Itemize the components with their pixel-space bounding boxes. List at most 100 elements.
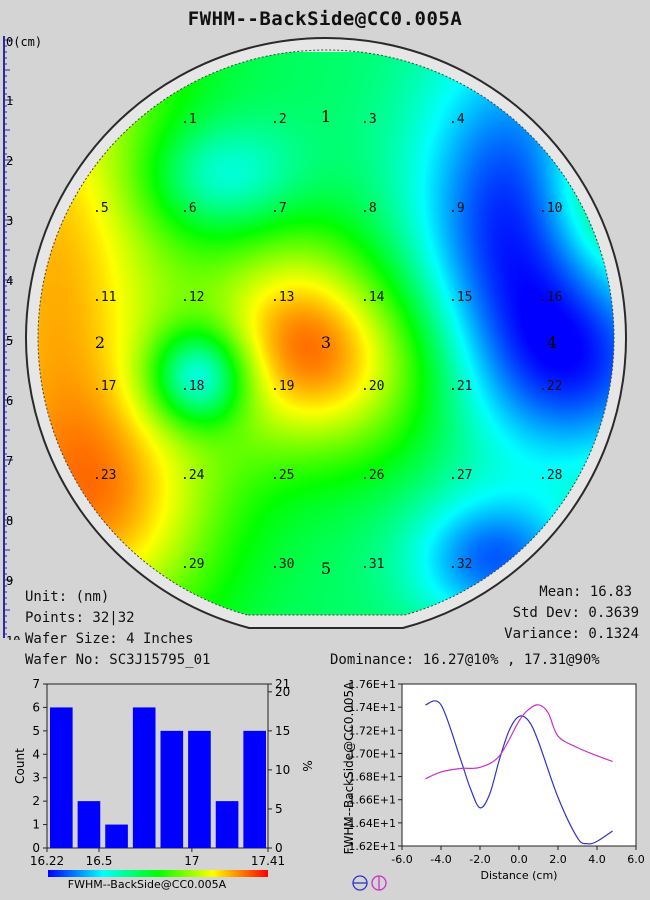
variance-label: Variance: 0.1324 bbox=[504, 626, 639, 642]
x-tick-label: 6.0 bbox=[627, 853, 645, 866]
zone-labels: 1 2 3 4 5 bbox=[95, 107, 557, 578]
histogram-bar bbox=[105, 824, 128, 848]
x-tick-label: 2.0 bbox=[549, 853, 567, 866]
site-label: .26 bbox=[361, 468, 384, 483]
heatmap-image bbox=[37, 52, 615, 616]
zone-label: 5 bbox=[321, 559, 331, 578]
zone-label: 3 bbox=[321, 333, 331, 352]
y-tick-label: 1.70E+1 bbox=[348, 747, 396, 760]
site-label: .2 bbox=[271, 112, 287, 127]
x-tick-label: 0.0 bbox=[510, 853, 528, 866]
profile-line-vertical bbox=[425, 704, 613, 780]
profile-line-horizontal bbox=[425, 700, 613, 845]
site-label: .12 bbox=[181, 290, 204, 305]
y-tick-label: 1.62E+1 bbox=[348, 840, 396, 853]
zone-label: 4 bbox=[547, 333, 557, 352]
profile-direction-icons bbox=[352, 875, 387, 891]
mean-label: Mean: 16.83 bbox=[539, 584, 632, 600]
x-tick-label: 16.22 bbox=[30, 854, 64, 868]
site-label: .17 bbox=[93, 379, 116, 394]
ruler-label: 5 bbox=[6, 334, 13, 348]
y2-tick-label: 5 bbox=[275, 802, 283, 816]
site-label: .8 bbox=[361, 201, 377, 216]
x-tick-label: 4.0 bbox=[588, 853, 606, 866]
ruler-label: 1 bbox=[6, 94, 13, 108]
zone-label: 1 bbox=[321, 107, 331, 126]
colorbar-label: FWHM--BackSide@CC0.005A bbox=[68, 878, 227, 891]
site-label: .15 bbox=[449, 290, 472, 305]
y2-tick-label: 20 bbox=[275, 685, 290, 699]
site-label: .31 bbox=[361, 557, 384, 572]
site-label: .21 bbox=[449, 379, 472, 394]
line-profile-plot: 1.62E+1 1.64E+1 1.66E+1 1.68E+1 1.70E+1 1.72E… bbox=[342, 678, 645, 891]
y-tick-label: 1.76E+1 bbox=[348, 678, 396, 691]
dominance-label: Dominance: 16.27@10% , 17.31@90% bbox=[330, 652, 600, 668]
zone-label: 2 bbox=[95, 333, 105, 352]
site-label: .16 bbox=[539, 290, 562, 305]
x-tick-label: 16.5 bbox=[86, 854, 113, 868]
y2-axis-label: % bbox=[300, 760, 314, 771]
wafer-map: 0(cm)12345678910 .1.2.3.4.5.6.7.8.9.10.1… bbox=[3, 35, 627, 640]
site-label: .5 bbox=[93, 201, 109, 216]
ruler-label: 7 bbox=[6, 454, 13, 468]
y-tick-label: 1 bbox=[32, 818, 40, 832]
site-label: .19 bbox=[271, 379, 294, 394]
unit-label: Unit: (nm) bbox=[25, 589, 110, 605]
histogram-bar bbox=[188, 730, 211, 848]
site-label: .9 bbox=[449, 201, 465, 216]
x-tick-label: 17.41 bbox=[251, 854, 285, 868]
y-tick-label: 0 bbox=[32, 841, 40, 855]
y-tick-label: 1.64E+1 bbox=[348, 817, 396, 830]
y-tick-label: 1.72E+1 bbox=[348, 724, 396, 737]
site-label: .22 bbox=[539, 379, 562, 394]
site-label: .14 bbox=[361, 290, 385, 305]
wafer-size-label: Wafer Size: 4 Inches bbox=[25, 631, 194, 647]
site-label: .10 bbox=[539, 201, 562, 216]
site-label: .30 bbox=[271, 557, 294, 572]
x-tick-label: -4.0 bbox=[430, 853, 451, 866]
y-axis-label: Count bbox=[13, 748, 27, 784]
y-axis-label: FWHM--BackSide@CC0.005A bbox=[342, 681, 356, 855]
site-label: .20 bbox=[361, 379, 384, 394]
histogram-bar bbox=[243, 730, 266, 848]
site-label: .27 bbox=[449, 468, 472, 483]
histogram-bar bbox=[50, 707, 73, 848]
y-tick-label: 1.68E+1 bbox=[348, 771, 396, 784]
ruler-label: 8 bbox=[6, 514, 13, 528]
y2-tick-label: 0 bbox=[275, 841, 283, 855]
plot-frame bbox=[401, 683, 637, 847]
histogram-bar bbox=[215, 801, 239, 848]
site-label: .28 bbox=[539, 468, 562, 483]
y2-tick-label: 15 bbox=[275, 724, 290, 738]
y-tick-label: 4 bbox=[32, 747, 40, 761]
x-tick-label: 17 bbox=[184, 854, 199, 868]
y2-tick-label: 21 bbox=[275, 677, 290, 691]
site-label: .32 bbox=[449, 557, 472, 572]
site-label: .25 bbox=[271, 468, 294, 483]
histogram-bar bbox=[77, 801, 101, 848]
ruler-label: 3 bbox=[6, 214, 13, 228]
vertical-ruler: 0(cm) 1 2 3 4 5 6 7 8 9 10 bbox=[3, 35, 42, 640]
y-tick-label: 5 bbox=[32, 724, 40, 738]
y2-tick-label: 10 bbox=[275, 763, 290, 777]
site-label: .7 bbox=[271, 201, 287, 216]
x-axis-label: Distance (cm) bbox=[481, 869, 558, 882]
ruler-label: 10 bbox=[6, 634, 20, 640]
ruler-unit-label: 0(cm) bbox=[6, 35, 42, 49]
site-label: .1 bbox=[181, 112, 197, 127]
site-label: .3 bbox=[361, 112, 377, 127]
site-label: .13 bbox=[271, 290, 294, 305]
ruler-label: 9 bbox=[6, 574, 13, 588]
site-labels: .1 .2 .3 .4 .5 .6 .7 .8 .9 .10 .11 .12 .13 .14 .15 .16.… bbox=[93, 112, 562, 572]
y-tick-label: 1.74E+1 bbox=[348, 701, 396, 714]
y-tick-label: 6 bbox=[32, 700, 40, 714]
site-label: .6 bbox=[181, 201, 197, 216]
histogram-bar bbox=[132, 707, 156, 848]
wafer-no-label: Wafer No: SC3J15795_01 bbox=[25, 652, 211, 668]
ruler-label: 4 bbox=[6, 274, 13, 288]
ruler-label: 6 bbox=[6, 394, 13, 408]
std-dev-label: Std Dev: 0.3639 bbox=[512, 605, 639, 621]
colorbar bbox=[48, 870, 268, 877]
ruler-label: 2 bbox=[6, 154, 13, 168]
site-label: .29 bbox=[181, 557, 204, 572]
